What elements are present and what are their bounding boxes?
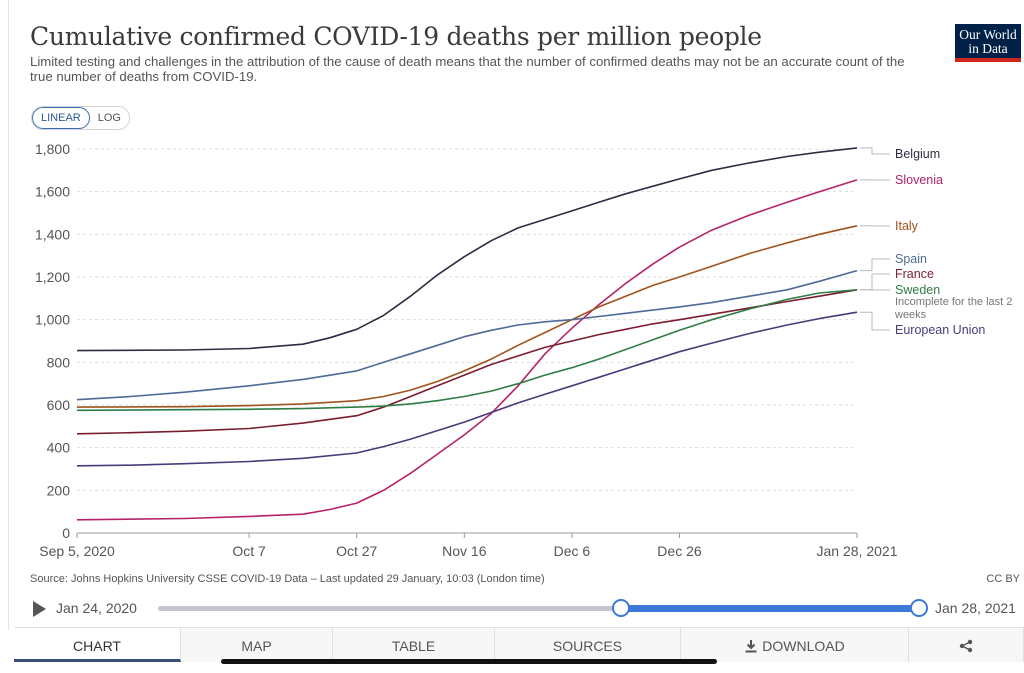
home-indicator	[221, 659, 717, 664]
y-tick-label: 1,800	[35, 141, 70, 157]
frame-border	[8, 0, 9, 630]
series-line-slovenia[interactable]	[76, 179, 858, 521]
timeline: Jan 24, 2020 Jan 28, 2021	[30, 596, 1024, 620]
x-tick-label: Oct 7	[232, 543, 266, 559]
tab-bar: CHART MAP TABLE SOURCES DOWNLOAD	[14, 627, 1024, 662]
series-line-spain[interactable]	[76, 269, 858, 401]
label-connector	[860, 258, 890, 272]
y-tick-label: 1,200	[35, 269, 70, 285]
timeline-track[interactable]	[158, 606, 918, 611]
y-tick-label: 600	[47, 397, 71, 413]
series-label-italy[interactable]: Italy	[895, 219, 919, 233]
chart-title: Cumulative confirmed COVID-19 deaths per…	[30, 22, 762, 51]
owid-logo[interactable]: Our World in Data	[955, 24, 1021, 62]
download-label: DOWNLOAD	[762, 638, 845, 654]
y-tick-label: 1,400	[35, 226, 70, 242]
log-scale-button[interactable]: LOG	[89, 107, 129, 129]
x-tick-label: Nov 16	[442, 543, 487, 559]
x-tick-label: Sep 5, 2020	[39, 543, 115, 559]
series-line-sweden[interactable]	[76, 289, 858, 412]
series-label-slovenia[interactable]: Slovenia	[895, 173, 943, 187]
x-axis-ticks: Sep 5, 2020 Oct 7 Oct 27 Nov 16 Dec 6 Dec 26 J…	[39, 533, 898, 559]
y-tick-label: 0	[62, 525, 70, 541]
label-connector	[860, 147, 890, 155]
license-link[interactable]: CC BY	[986, 573, 1020, 585]
series-label-spain[interactable]: Spain	[895, 252, 927, 266]
line-chart: 0 200 400 600 800 1,000 1,200 1,400 1,600 1,800 S…	[35, 141, 1012, 559]
timeline-end-label: Jan 28, 2021	[935, 600, 1016, 616]
x-tick-label: Dec 26	[657, 543, 702, 559]
series-label-belgium[interactable]: Belgium	[895, 147, 940, 161]
series-label-european-union[interactable]: European Union	[895, 323, 985, 337]
series-label-france[interactable]: France	[895, 267, 934, 281]
timeline-selected-range	[620, 605, 918, 612]
play-icon[interactable]	[33, 601, 46, 617]
y-tick-label: 400	[47, 440, 71, 456]
label-connector	[860, 273, 890, 291]
linear-scale-button[interactable]: LINEAR	[32, 107, 90, 129]
series-lines	[76, 147, 858, 521]
series-line-italy[interactable]	[76, 225, 858, 408]
y-tick-label: 200	[47, 482, 71, 498]
y-tick-label: 1,600	[35, 184, 70, 200]
tab-map[interactable]: MAP	[181, 628, 333, 662]
series-line-belgium[interactable]	[76, 147, 858, 352]
series-line-france[interactable]	[76, 289, 858, 435]
download-icon	[745, 640, 757, 653]
series-label-sweden[interactable]: Sweden	[895, 283, 940, 297]
x-tick-label: Jan 28, 2021	[817, 543, 898, 559]
tab-chart[interactable]: CHART	[14, 628, 181, 662]
tab-share[interactable]	[909, 628, 1024, 662]
label-connector	[860, 311, 890, 331]
timeline-start-handle[interactable]	[612, 599, 630, 617]
y-tick-label: 800	[47, 354, 71, 370]
x-tick-label: Oct 27	[336, 543, 377, 559]
y-tick-label: 1,000	[35, 312, 70, 328]
scale-toggle: LINEAR LOG	[31, 106, 130, 130]
logo-line-2: in Data	[968, 41, 1008, 56]
tab-sources[interactable]: SOURCES	[495, 628, 681, 662]
source-note: Source: Johns Hopkins University CSSE CO…	[30, 573, 545, 585]
y-axis-ticks: 0 200 400 600 800 1,000 1,200 1,400 1,600 1,800	[35, 141, 70, 541]
timeline-end-handle[interactable]	[910, 599, 928, 617]
tab-download[interactable]: DOWNLOAD	[681, 628, 909, 662]
series-line-european-union[interactable]	[76, 311, 858, 467]
logo-line-1: Our World	[959, 27, 1017, 42]
logo-accent-bar	[955, 58, 1021, 62]
gridlines	[77, 148, 857, 534]
timeline-start-label: Jan 24, 2020	[56, 600, 137, 616]
tab-table[interactable]: TABLE	[333, 628, 495, 662]
sweden-annotation: Incomplete for the last 2 weeks	[894, 296, 1012, 321]
chart-subtitle: Limited testing and challenges in the at…	[30, 54, 905, 84]
x-tick-label: Dec 6	[554, 543, 591, 559]
share-icon	[959, 639, 973, 653]
